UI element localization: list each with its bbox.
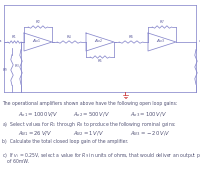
Text: of 60mW.: of 60mW.: [7, 159, 29, 164]
Text: $A_{N3} = -20\,V/V$: $A_{N3} = -20\,V/V$: [130, 130, 171, 138]
Text: $R_7$: $R_7$: [159, 18, 165, 26]
Text: $R_2$: $R_2$: [35, 18, 41, 26]
Text: $A_{o1}$: $A_{o1}$: [32, 37, 40, 45]
Text: $R_4$: $R_4$: [66, 33, 72, 41]
Text: $A_{N2} = 1\,V/V$: $A_{N2} = 1\,V/V$: [73, 130, 104, 138]
Text: b)  Calculate the total closed loop gain of the amplifier.: b) Calculate the total closed loop gain …: [2, 139, 128, 144]
Text: a: a: [0, 39, 1, 43]
Text: $A_{o2}$: $A_{o2}$: [94, 37, 102, 45]
Text: $A_{N1} = 26\,V/V$: $A_{N1} = 26\,V/V$: [18, 130, 52, 138]
Text: The operational amplifiers shown above have the following open loop gains:: The operational amplifiers shown above h…: [2, 101, 177, 106]
Text: $R_5$: $R_5$: [97, 57, 103, 65]
Text: c)  If $v_i$ = 0.25V, select a value for $R_9$ in units of ohms, that would deli: c) If $v_i$ = 0.25V, select a value for …: [2, 151, 200, 160]
Text: $R_1$: $R_1$: [11, 33, 17, 41]
Text: $R_3$: $R_3$: [14, 62, 20, 70]
Text: $A_{o1} = 1000\,V/V$: $A_{o1} = 1000\,V/V$: [18, 111, 59, 119]
Text: $A_{o3} = 100\,V/V$: $A_{o3} = 100\,V/V$: [130, 111, 167, 119]
Text: $R_9$: $R_9$: [2, 66, 8, 74]
Text: $v_o$: $v_o$: [198, 39, 200, 45]
Text: $A_{o3}$: $A_{o3}$: [156, 37, 164, 45]
Text: $R_6$: $R_6$: [128, 33, 134, 41]
Text: a)  Select values for $R_1$ through $R_8$ to produce the following nominal gains: a) Select values for $R_1$ through $R_8$…: [2, 120, 177, 129]
Text: $A_{o2} = 500\,V/V$: $A_{o2} = 500\,V/V$: [73, 111, 110, 119]
